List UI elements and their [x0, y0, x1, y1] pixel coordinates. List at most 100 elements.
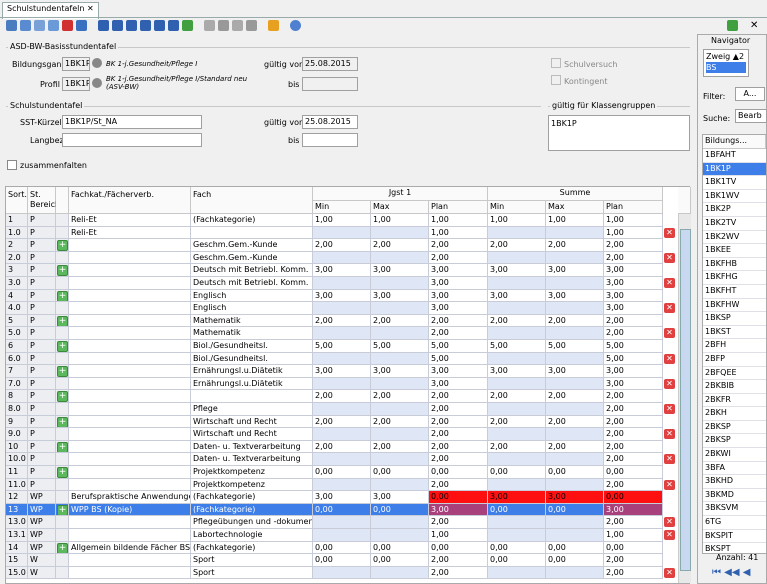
refresh[interactable] — [727, 20, 738, 31]
list-item[interactable]: 1BK2TV — [703, 217, 766, 231]
button[interactable]: A... — [735, 87, 765, 101]
tool[interactable] — [6, 20, 17, 31]
cell: 3,00 — [429, 264, 488, 277]
list-item[interactable]: 1BKSP — [703, 312, 766, 326]
list-item[interactable]: 1BKFHW — [703, 299, 766, 313]
list-item[interactable]: 1BKEE — [703, 244, 766, 258]
cell: 15.0 — [6, 566, 28, 580]
list-item[interactable]: 2BKFR — [703, 394, 766, 408]
list-item[interactable]: 1BK1TV — [703, 176, 766, 190]
expand-button[interactable]: + — [57, 542, 68, 554]
expand-button[interactable]: + — [57, 341, 68, 352]
input[interactable] — [62, 133, 202, 147]
tool[interactable] — [140, 20, 151, 31]
list-item[interactable]: 1BK2P — [703, 203, 766, 217]
delete-button[interactable]: ✕ — [664, 530, 675, 540]
list-item[interactable]: 2BKBIB — [703, 380, 766, 394]
cell: 2,00 — [429, 554, 488, 567]
tool[interactable] — [62, 20, 73, 31]
tool[interactable] — [48, 20, 59, 31]
list-item[interactable]: 3BKMD — [703, 489, 766, 503]
list-item[interactable]: BKSPT — [703, 543, 766, 553]
list-item[interactable]: 1BKFHB — [703, 258, 766, 272]
list-item[interactable]: 1BKFHG — [703, 271, 766, 285]
tool[interactable] — [268, 20, 279, 31]
expand-button[interactable]: + — [57, 315, 68, 327]
list-item[interactable]: BKSPIT — [703, 530, 766, 544]
expand-button[interactable]: + — [57, 265, 68, 277]
list-item[interactable]: 3BFA — [703, 462, 766, 476]
zweig-list[interactable]: Zweig ▲2 BS — [703, 49, 749, 77]
delete-button[interactable]: ✕ — [664, 479, 675, 490]
delete-button[interactable]: ✕ — [664, 378, 675, 389]
date-input[interactable]: 25.08.2015 — [302, 115, 358, 129]
delete-button[interactable]: ✕ — [664, 278, 675, 288]
scroll-thumb[interactable] — [680, 229, 691, 571]
list-item[interactable]: 1BFAHT — [703, 149, 766, 163]
tool[interactable] — [112, 20, 123, 31]
delete-button[interactable]: ✕ — [664, 227, 675, 238]
expand-button[interactable]: + — [57, 504, 68, 516]
tool[interactable] — [218, 20, 229, 31]
expand-button[interactable]: + — [57, 240, 68, 251]
tool[interactable] — [290, 20, 301, 31]
list-item[interactable]: 1BK1WV — [703, 190, 766, 204]
tool[interactable] — [204, 20, 215, 31]
tool[interactable] — [98, 20, 109, 31]
delete-button[interactable]: ✕ — [664, 404, 675, 414]
zweig-item[interactable]: BS — [706, 62, 746, 73]
list-item[interactable]: 2BFH — [703, 339, 766, 353]
delete-button[interactable]: ✕ — [664, 429, 675, 440]
cell: 3,00 — [371, 365, 429, 378]
list-item[interactable]: 3BKSVM — [703, 502, 766, 517]
delete-button[interactable]: ✕ — [664, 303, 675, 314]
tool[interactable] — [182, 20, 193, 31]
list-item[interactable]: 2BKH — [703, 407, 766, 421]
label: SST-Kürzel — [20, 118, 62, 127]
expand-button[interactable]: + — [57, 416, 68, 428]
column-chooser[interactable] — [678, 187, 691, 214]
list[interactable]: 1BK1P — [548, 115, 690, 151]
label: Profil — [40, 80, 60, 89]
cell: P — [28, 440, 56, 454]
list-item[interactable]: 2BKSP — [703, 421, 766, 435]
expand-button[interactable]: + — [57, 441, 68, 453]
expand-button[interactable]: + — [57, 290, 68, 302]
checkbox[interactable] — [7, 160, 17, 170]
list-item[interactable]: 1BKFHT — [703, 285, 766, 299]
delete-button[interactable]: ✕ — [664, 567, 675, 578]
list-item[interactable]: 2BFQEE — [703, 367, 766, 381]
tool[interactable] — [126, 20, 137, 31]
cell: 1,00 — [429, 529, 488, 542]
delete-button[interactable]: ✕ — [664, 353, 675, 364]
list-item[interactable]: 1BK1P — [703, 162, 766, 177]
button[interactable]: Bearb — [735, 109, 767, 123]
list-item[interactable]: 3BKHD — [703, 475, 766, 489]
expand-button[interactable]: + — [57, 366, 68, 377]
tool[interactable] — [168, 20, 179, 31]
delete-button[interactable]: ✕ — [664, 454, 675, 465]
tool[interactable] — [34, 20, 45, 31]
delete-button[interactable]: ✕ — [664, 328, 675, 339]
expand-button[interactable]: + — [57, 467, 68, 478]
list-item[interactable]: 2BKWI — [703, 448, 766, 462]
date-input[interactable] — [302, 133, 358, 147]
delete-button[interactable]: ✕ — [664, 517, 675, 528]
list-item[interactable]: 6TG — [703, 516, 766, 530]
list-item[interactable]: 2BFP — [703, 353, 766, 367]
delete-button[interactable]: ✕ — [664, 252, 675, 263]
list-item[interactable]: 1BKST — [703, 326, 766, 340]
tool[interactable] — [20, 20, 31, 31]
list-item[interactable]: 1BK2WV — [703, 231, 766, 245]
tab[interactable]: Schulstundentafeln ✕ — [2, 2, 99, 19]
close[interactable]: ✕ — [750, 20, 759, 31]
tool[interactable] — [154, 20, 165, 31]
tool[interactable] — [246, 20, 257, 31]
tool[interactable] — [76, 20, 87, 31]
tool[interactable] — [232, 20, 243, 31]
nav-buttons[interactable]: ⏮ ◀◀ ◀ — [712, 567, 751, 578]
cell: Labortechnologie — [191, 529, 313, 542]
list-item[interactable]: 2BKSP — [703, 434, 766, 449]
input[interactable]: 1BK1P/St_NA — [62, 115, 202, 129]
expand-button[interactable]: + — [57, 391, 68, 403]
